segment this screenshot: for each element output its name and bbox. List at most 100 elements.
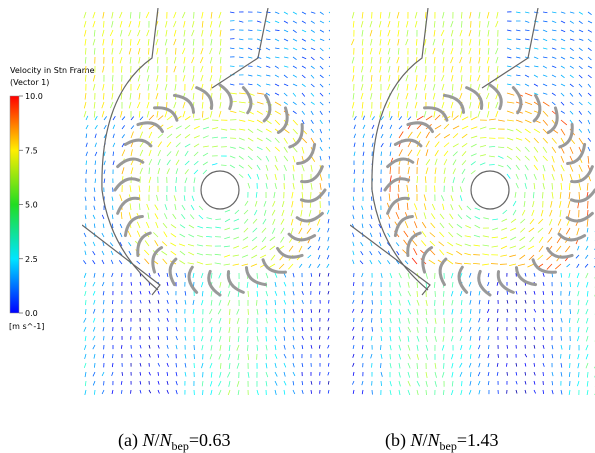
velocity-vector <box>156 74 159 82</box>
velocity-vector <box>102 272 105 278</box>
velocity-vector <box>587 29 593 33</box>
velocity-vector <box>577 281 580 288</box>
velocity-vector <box>451 299 454 306</box>
velocity-vector <box>569 110 574 115</box>
velocity-vector <box>120 83 123 91</box>
velocity-vector <box>352 232 355 238</box>
velocity-vector <box>301 65 307 69</box>
velocity-vector <box>200 47 204 55</box>
velocity-vector <box>469 308 472 314</box>
velocity-vector <box>468 326 472 332</box>
velocity-vector <box>238 92 246 95</box>
velocity-vector <box>451 74 454 82</box>
velocity-vector <box>218 74 222 82</box>
velocity-vector <box>319 119 323 124</box>
velocity-vector <box>83 260 87 265</box>
velocity-vector <box>206 235 213 238</box>
velocity-vector <box>369 232 373 238</box>
velocity-vector <box>550 200 553 208</box>
velocity-vector <box>413 203 418 211</box>
velocity-vector <box>487 308 490 313</box>
velocity-vector <box>443 317 446 324</box>
velocity-vector <box>274 29 280 31</box>
velocity-vector <box>533 83 539 87</box>
velocity-vector <box>138 110 141 118</box>
velocity-vector <box>84 371 87 378</box>
velocity-vector <box>586 389 589 395</box>
velocity-vector <box>301 281 304 287</box>
velocity-vector <box>229 110 237 114</box>
velocity-vector <box>146 203 150 211</box>
velocity-vector <box>111 56 114 64</box>
caption-b: (b) N/Nbep=1.43 <box>385 430 499 453</box>
velocity-vector <box>148 124 155 130</box>
velocity-vector <box>92 214 96 220</box>
velocity-vector <box>397 110 400 118</box>
velocity-vector <box>416 317 419 324</box>
velocity-vector <box>450 29 454 37</box>
velocity-vector <box>370 281 373 287</box>
velocity-vector <box>166 125 174 130</box>
velocity-vector <box>121 167 125 175</box>
velocity-vector <box>262 218 267 225</box>
velocity-vector <box>84 65 87 73</box>
velocity-vector <box>440 29 445 37</box>
velocity-vector <box>301 11 307 15</box>
velocity-vector <box>361 299 364 305</box>
velocity-vector <box>283 155 289 162</box>
velocity-vector <box>478 317 481 323</box>
velocity-vector <box>265 47 271 51</box>
velocity-vector <box>256 146 263 151</box>
velocity-vector <box>449 213 454 220</box>
velocity-vector <box>210 65 213 73</box>
runner-blade <box>168 257 178 287</box>
velocity-vector <box>560 173 564 181</box>
velocity-vector <box>520 218 526 224</box>
velocity-vector <box>328 65 330 68</box>
velocity-vector <box>407 326 412 333</box>
velocity-vector <box>139 326 142 331</box>
runner-blade <box>477 269 492 297</box>
velocity-vector <box>139 308 141 313</box>
velocity-vector <box>269 236 276 242</box>
velocity-vector <box>274 299 277 306</box>
velocity-vector <box>148 326 151 331</box>
velocity-vector <box>173 29 177 37</box>
velocity-vector <box>247 353 250 360</box>
velocity-vector <box>425 159 431 166</box>
velocity-vector <box>542 362 545 367</box>
velocity-vector <box>560 47 566 50</box>
velocity-vector <box>551 380 554 386</box>
velocity-vector <box>560 11 566 14</box>
velocity-vector <box>560 137 566 145</box>
velocity-vector <box>219 38 222 46</box>
velocity-vector <box>353 133 356 139</box>
velocity-vector <box>202 152 209 157</box>
velocity-vector <box>578 164 583 172</box>
velocity-vector <box>310 308 313 313</box>
velocity-vector <box>175 362 177 368</box>
velocity-vector <box>506 29 512 32</box>
velocity-vector <box>469 380 472 386</box>
velocity-vector <box>478 11 481 19</box>
velocity-vector <box>578 119 583 124</box>
velocity-vector <box>470 116 478 121</box>
velocity-vector <box>413 221 418 229</box>
velocity-vector <box>424 92 427 100</box>
velocity-vector <box>369 47 373 55</box>
velocity-vector <box>451 110 454 118</box>
velocity-vector <box>569 65 575 69</box>
velocity-vector <box>201 380 204 387</box>
velocity-vector <box>155 221 159 229</box>
velocity-vector <box>389 151 392 157</box>
velocity-vector <box>407 380 411 387</box>
velocity-vector <box>468 389 472 395</box>
velocity-vector <box>228 326 231 333</box>
velocity-vector <box>389 166 391 175</box>
velocity-vector <box>201 362 204 369</box>
velocity-vector <box>459 110 463 118</box>
velocity-vector <box>533 182 536 190</box>
velocity-vector <box>416 353 419 360</box>
velocity-vector <box>175 47 177 55</box>
velocity-vector <box>292 110 297 115</box>
